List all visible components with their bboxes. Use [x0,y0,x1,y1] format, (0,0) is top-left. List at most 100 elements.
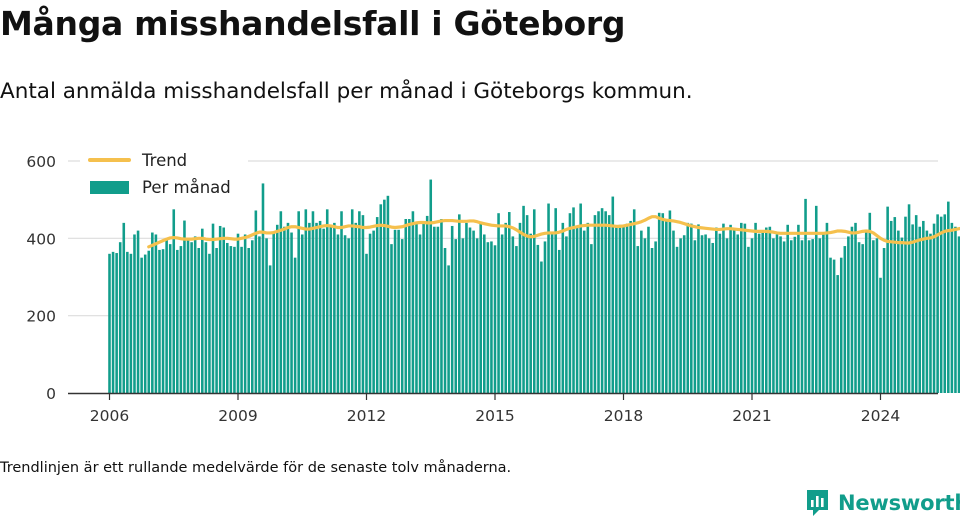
bar [129,253,133,393]
bar [725,238,729,393]
bar [254,210,258,393]
bar [929,233,932,393]
bar [625,223,629,393]
bar [222,227,226,393]
bar [907,204,911,393]
legend: Trend Per månad [80,147,248,203]
bar [522,205,525,393]
bar [704,234,707,393]
bar [447,265,450,393]
bar [468,227,472,393]
bar [550,234,554,393]
bar [904,216,907,393]
bar [286,222,290,393]
bar [472,230,475,393]
chart-title: Många misshandelsfall i Göteborg [0,4,626,43]
bar [440,219,443,393]
bar [547,203,550,393]
bar [365,253,368,393]
bar [318,220,322,393]
bar [490,241,493,393]
x-tick-label: 2006 [90,407,129,425]
newsworthy-logo-icon [807,490,828,516]
bar [729,224,732,393]
bar [893,217,897,393]
bar [133,234,136,393]
bar [461,238,465,393]
y-tick-label: 600 [26,153,56,171]
bar [957,236,960,393]
bar [386,195,390,393]
bar [193,236,197,393]
bar [832,259,836,393]
bar [504,222,507,393]
bar [329,226,333,393]
axes: 0 200 400 600 2006 2009 2012 2015 2018 2021 2024 [26,153,938,425]
bar [308,222,311,393]
bar [532,209,536,393]
bar [258,236,261,393]
bar [768,226,772,393]
bar [422,222,425,393]
bar [229,246,233,393]
bar [322,228,325,393]
bar [458,214,461,393]
bar [475,238,479,393]
bar [247,248,250,393]
bar [679,238,682,393]
bar [325,209,329,393]
bar [836,275,839,393]
bar [607,215,611,393]
bar [947,201,950,393]
x-tick-label: 2021 [732,407,771,425]
trend-series [147,215,960,249]
bar [750,238,754,393]
bar [361,215,365,393]
x-tick-label: 2009 [218,407,257,425]
bar [875,238,879,393]
bar [839,257,843,393]
bar [233,246,236,393]
bar [864,232,868,393]
bar [747,246,750,393]
bar [857,242,861,393]
bar [618,224,622,393]
legend-label-bars: Per månad [142,178,231,197]
bar [661,213,665,393]
bar [629,220,632,393]
bar [136,230,140,393]
bar [668,210,672,393]
bar [168,244,172,393]
bar [575,227,579,393]
bar [543,241,547,393]
bar [518,222,522,393]
bar [525,215,529,393]
bar [372,230,375,393]
bar [800,240,804,393]
bar [843,246,847,393]
bar [682,235,686,393]
bar [211,223,215,393]
bar [268,265,272,393]
bar [814,205,818,393]
bar [479,222,483,393]
bar [154,234,158,393]
bar [397,229,400,393]
bar [315,222,318,393]
bar [418,234,422,393]
brand[interactable]: Newsworthy [805,487,960,519]
bar [757,233,761,393]
bar [240,246,243,393]
bar [772,238,775,393]
x-tick-label: 2018 [604,407,643,425]
bar [275,224,279,393]
bar [204,242,208,393]
bar [165,238,168,393]
bar [665,219,668,393]
bar [411,211,415,393]
bar [358,211,361,393]
bar [529,233,532,393]
bar [636,246,640,393]
bar [433,226,436,393]
bar [250,240,254,393]
